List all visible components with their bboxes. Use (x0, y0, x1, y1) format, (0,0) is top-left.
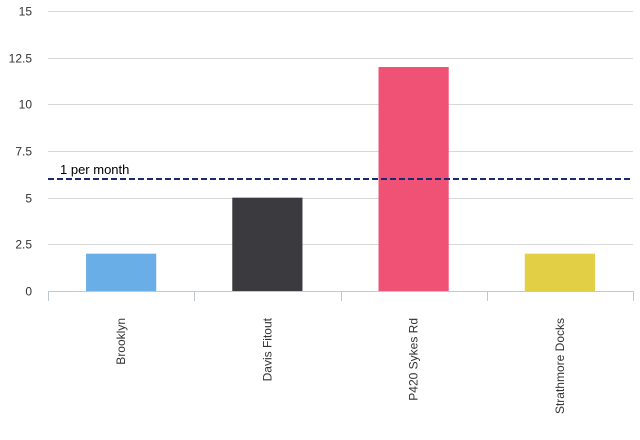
x-axis (48, 291, 634, 301)
y-axis-ticks: 0 2.5 5 7.5 10 12.5 15 (9, 5, 33, 299)
y-tick-label: 7.5 (15, 145, 32, 159)
y-tick-label: 0 (25, 285, 32, 299)
reference-line-label: 1 per month (60, 162, 129, 177)
bar-brooklyn (86, 253, 157, 291)
x-tick-label: P420 Sykes Rd (407, 318, 421, 401)
y-tick-label: 12.5 (9, 52, 33, 66)
x-tick-label: Strathmore Docks (553, 318, 567, 414)
x-axis-ticks: Brooklyn Davis Fitout P420 Sykes Rd Strathm… (114, 317, 567, 414)
y-tick-label: 5 (25, 192, 32, 206)
x-tick-label: Brooklyn (114, 318, 128, 365)
y-tick-label: 10 (19, 98, 33, 112)
reference-line-group: 1 per month (48, 162, 633, 180)
bar-strathmore-docks (524, 253, 595, 291)
bar-davis-fitout (232, 197, 303, 291)
gridlines (48, 11, 633, 245)
y-tick-label: 15 (19, 5, 33, 19)
x-tick-label: Davis Fitout (260, 317, 274, 381)
y-tick-label: 2.5 (15, 238, 32, 252)
